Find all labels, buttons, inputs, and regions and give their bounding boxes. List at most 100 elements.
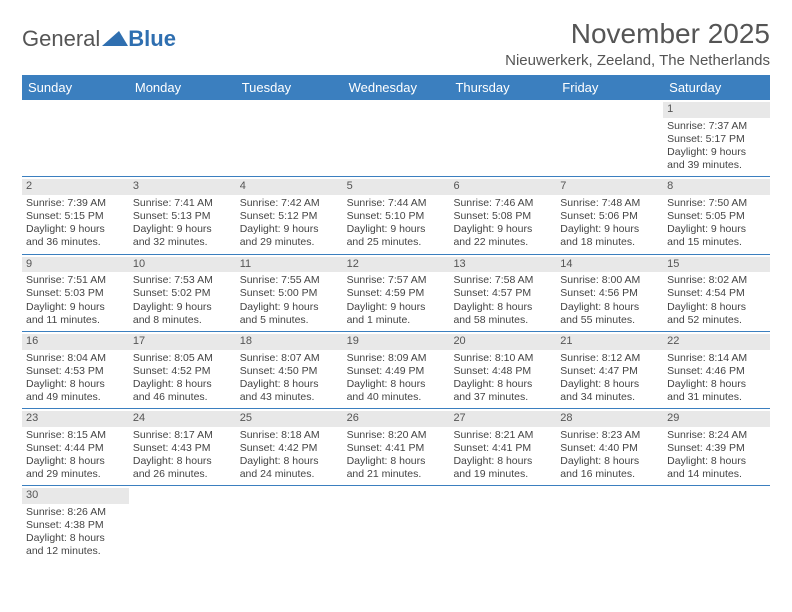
sunrise-line: Sunrise: 8:09 AM: [347, 352, 446, 365]
sunrise-line: Sunrise: 7:37 AM: [667, 120, 766, 133]
day-number: 30: [22, 488, 129, 504]
calendar-cell: 26Sunrise: 8:20 AMSunset: 4:41 PMDayligh…: [343, 409, 450, 485]
sunrise-line: Sunrise: 7:42 AM: [240, 197, 339, 210]
sunrise-line: Sunrise: 8:02 AM: [667, 274, 766, 287]
calendar-cell: 27Sunrise: 8:21 AMSunset: 4:41 PMDayligh…: [449, 409, 556, 485]
sunrise-line: Sunrise: 8:05 AM: [133, 352, 232, 365]
daylight-line1: Daylight: 8 hours: [453, 301, 552, 314]
daylight-line2: and 37 minutes.: [453, 391, 552, 404]
calendar-cell-blank: .: [449, 486, 556, 562]
sunset-line: Sunset: 4:52 PM: [133, 365, 232, 378]
calendar-cell: 18Sunrise: 8:07 AMSunset: 4:50 PMDayligh…: [236, 332, 343, 408]
calendar-cell: 16Sunrise: 8:04 AMSunset: 4:53 PMDayligh…: [22, 332, 129, 408]
day-number: 11: [236, 257, 343, 273]
daylight-line2: and 39 minutes.: [667, 159, 766, 172]
daylight-line1: Daylight: 8 hours: [560, 455, 659, 468]
calendar-cell: 8Sunrise: 7:50 AMSunset: 5:05 PMDaylight…: [663, 177, 770, 253]
calendar-cell-blank: .: [663, 486, 770, 562]
sunrise-line: Sunrise: 7:46 AM: [453, 197, 552, 210]
day-number: 1: [663, 102, 770, 118]
day-header-sunday: Sunday: [22, 75, 129, 100]
week-row: 30Sunrise: 8:26 AMSunset: 4:38 PMDayligh…: [22, 486, 770, 562]
sunrise-line: Sunrise: 7:53 AM: [133, 274, 232, 287]
day-number: 28: [556, 411, 663, 427]
daylight-line2: and 16 minutes.: [560, 468, 659, 481]
sunset-line: Sunset: 5:08 PM: [453, 210, 552, 223]
day-number: 7: [556, 179, 663, 195]
daylight-line1: Daylight: 9 hours: [667, 223, 766, 236]
daylight-line1: Daylight: 9 hours: [26, 301, 125, 314]
day-number: 17: [129, 334, 236, 350]
daylight-line2: and 43 minutes.: [240, 391, 339, 404]
month-title: November 2025: [505, 18, 770, 50]
sunset-line: Sunset: 4:54 PM: [667, 287, 766, 300]
daylight-line1: Daylight: 8 hours: [26, 378, 125, 391]
day-number: 25: [236, 411, 343, 427]
day-number: 29: [663, 411, 770, 427]
day-number: 2: [22, 179, 129, 195]
day-number: 20: [449, 334, 556, 350]
calendar-cell: 17 Sunrise: 8:05 AMSunset: 4:52 PMDayligh…: [129, 332, 236, 408]
daylight-line2: and 11 minutes.: [26, 314, 125, 327]
daylight-line1: Daylight: 9 hours: [133, 223, 232, 236]
day-number: 23: [22, 411, 129, 427]
calendar-cell: 5Sunrise: 7:44 AMSunset: 5:10 PMDaylight…: [343, 177, 450, 253]
calendar-cell: 14Sunrise: 8:00 AMSunset: 4:56 PMDayligh…: [556, 255, 663, 331]
day-header-thursday: Thursday: [449, 75, 556, 100]
sunrise-line: Sunrise: 7:51 AM: [26, 274, 125, 287]
calendar-cell: 29Sunrise: 8:24 AMSunset: 4:39 PMDayligh…: [663, 409, 770, 485]
daylight-line2: and 5 minutes.: [240, 314, 339, 327]
logo: General Blue: [22, 18, 176, 52]
daylight-line1: Daylight: 8 hours: [347, 455, 446, 468]
calendar-cell: 11Sunrise: 7:55 AMSunset: 5:00 PMDayligh…: [236, 255, 343, 331]
day-header-monday: Monday: [129, 75, 236, 100]
daylight-line1: Daylight: 8 hours: [26, 532, 125, 545]
daylight-line1: Daylight: 8 hours: [347, 378, 446, 391]
day-number: 27: [449, 411, 556, 427]
sunrise-line: Sunrise: 8:21 AM: [453, 429, 552, 442]
sunset-line: Sunset: 4:57 PM: [453, 287, 552, 300]
day-number: 18: [236, 334, 343, 350]
calendar-cell-blank: .: [236, 486, 343, 562]
week-row: ......1Sunrise: 7:37 AMSunset: 5:17 PMDa…: [22, 100, 770, 177]
daylight-line2: and 12 minutes.: [26, 545, 125, 558]
daylight-line1: Daylight: 9 hours: [453, 223, 552, 236]
daylight-line2: and 31 minutes.: [667, 391, 766, 404]
day-header-friday: Friday: [556, 75, 663, 100]
daylight-line2: and 46 minutes.: [133, 391, 232, 404]
sunset-line: Sunset: 5:17 PM: [667, 133, 766, 146]
daylight-line2: and 29 minutes.: [26, 468, 125, 481]
calendar-cell-blank: .: [129, 486, 236, 562]
calendar-cell: 3Sunrise: 7:41 AMSunset: 5:13 PMDaylight…: [129, 177, 236, 253]
daylight-line2: and 22 minutes.: [453, 236, 552, 249]
sunset-line: Sunset: 4:49 PM: [347, 365, 446, 378]
calendar-cell: 19 Sunrise: 8:09 AMSunset: 4:49 PMDayligh…: [343, 332, 450, 408]
sunrise-line: Sunrise: 8:26 AM: [26, 506, 125, 519]
sunrise-line: Sunrise: 8:04 AM: [26, 352, 125, 365]
daylight-line1: Daylight: 8 hours: [667, 455, 766, 468]
sunrise-line: Sunrise: 8:07 AM: [240, 352, 339, 365]
sunset-line: Sunset: 5:15 PM: [26, 210, 125, 223]
day-number: 3: [129, 179, 236, 195]
daylight-line2: and 14 minutes.: [667, 468, 766, 481]
day-number: 5: [343, 179, 450, 195]
daylight-line1: Daylight: 9 hours: [347, 223, 446, 236]
daylight-line2: and 19 minutes.: [453, 468, 552, 481]
day-number: 14: [556, 257, 663, 273]
daylight-line1: Daylight: 8 hours: [133, 378, 232, 391]
daylight-line1: Daylight: 8 hours: [560, 378, 659, 391]
daylight-line2: and 36 minutes.: [26, 236, 125, 249]
daylight-line1: Daylight: 9 hours: [560, 223, 659, 236]
daylight-line1: Daylight: 9 hours: [667, 146, 766, 159]
daylight-line1: Daylight: 9 hours: [347, 301, 446, 314]
sunrise-line: Sunrise: 8:18 AM: [240, 429, 339, 442]
week-row: 2Sunrise: 7:39 AMSunset: 5:15 PMDaylight…: [22, 177, 770, 254]
daylight-line2: and 55 minutes.: [560, 314, 659, 327]
day-number: 19: [343, 334, 450, 350]
sunrise-line: Sunrise: 8:24 AM: [667, 429, 766, 442]
calendar-cell: 6Sunrise: 7:46 AMSunset: 5:08 PMDaylight…: [449, 177, 556, 253]
day-number: 22: [663, 334, 770, 350]
sunrise-line: Sunrise: 7:41 AM: [133, 197, 232, 210]
daylight-line2: and 34 minutes.: [560, 391, 659, 404]
sunset-line: Sunset: 4:59 PM: [347, 287, 446, 300]
